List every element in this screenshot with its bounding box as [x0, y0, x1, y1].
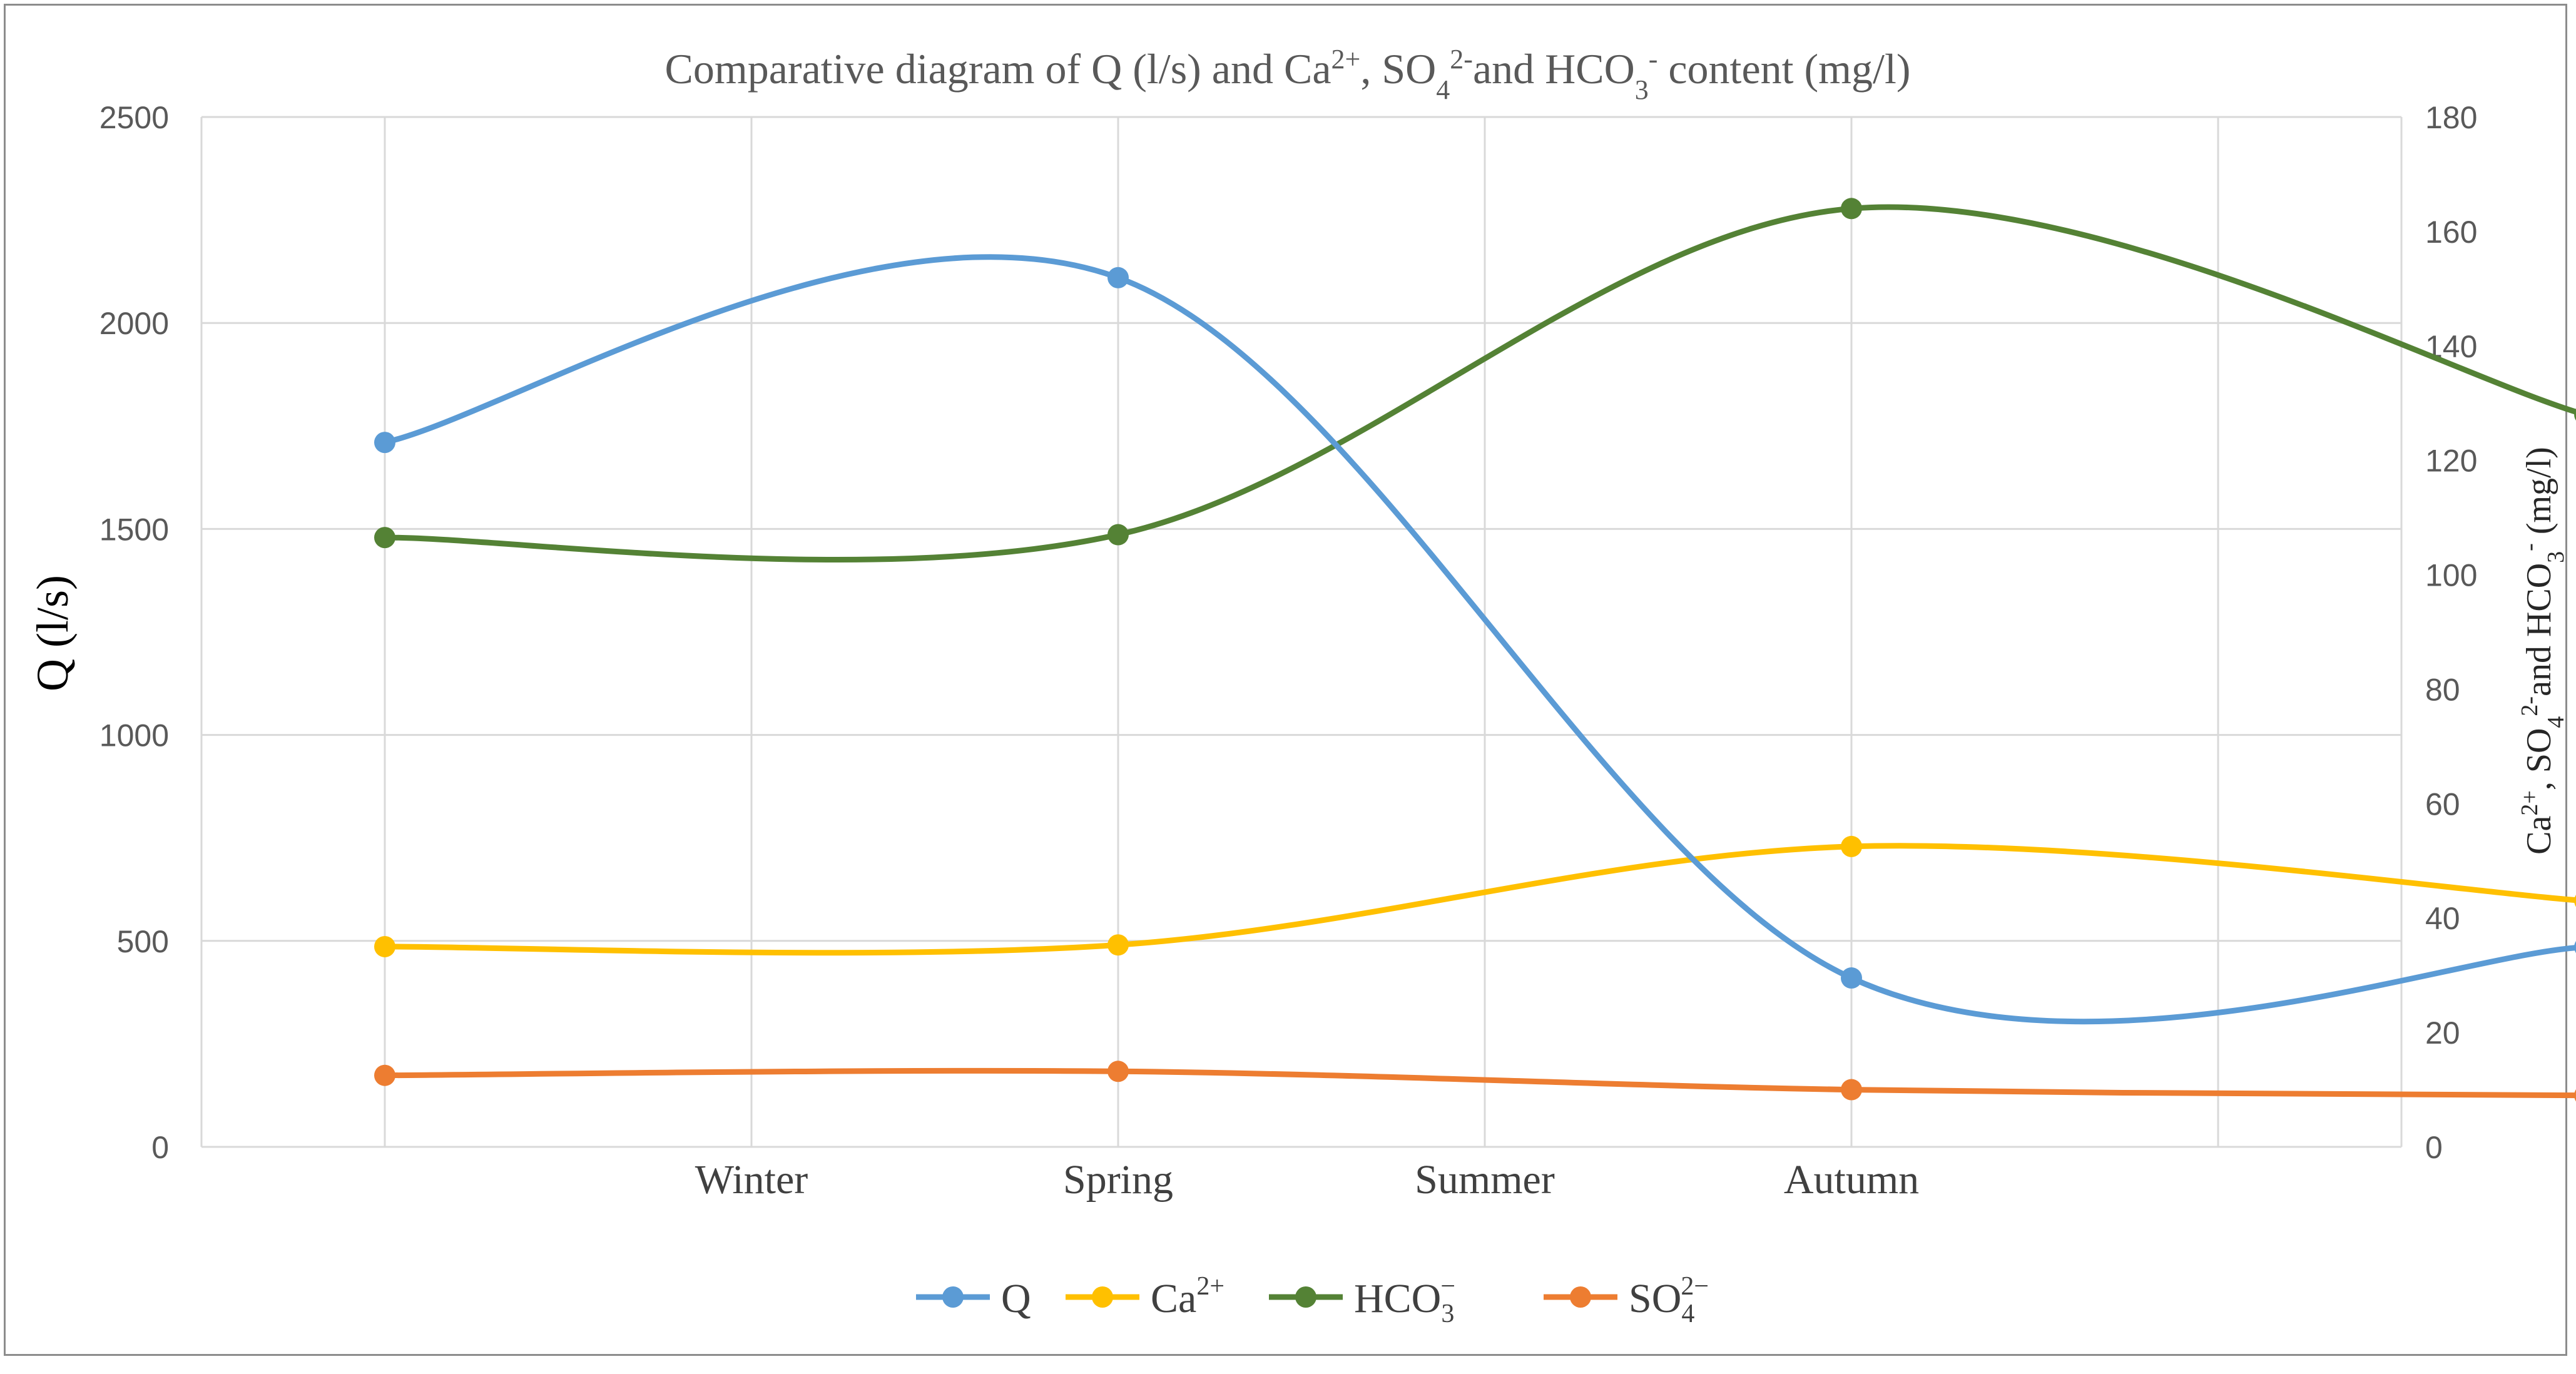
- x-tick-label-spring: Spring: [1063, 1157, 1173, 1203]
- data-point-so42-3: [2574, 1089, 2576, 1102]
- data-point-q-0: [374, 432, 395, 454]
- data-point-so42-1: [1107, 1061, 1129, 1082]
- legend-item-ca2: Ca2+: [1066, 1272, 1224, 1321]
- series-line-hco3: [382, 204, 2576, 563]
- data-point-ca2-1: [1107, 934, 1129, 956]
- legend-marker-q: [942, 1286, 964, 1308]
- y-right-tick-label: 120: [2425, 444, 2477, 479]
- chart-frame: [4, 4, 2567, 1356]
- y-left-axis-label: Q (l/s): [28, 575, 78, 691]
- series-line-ca2: [382, 843, 2576, 956]
- legend-label-ca2: Ca2+: [1151, 1272, 1224, 1321]
- data-point-q-2: [1841, 967, 1862, 989]
- legend-item-so42: SO42−: [1544, 1272, 1709, 1328]
- x-tick-label-autumn: Autumn: [1784, 1157, 1919, 1203]
- y-left-tick-label: 0: [151, 1130, 169, 1165]
- y-right-tick-label: 40: [2425, 901, 2460, 936]
- series-line-q: [382, 254, 2576, 1025]
- y-left-tick-label: 2500: [99, 100, 169, 135]
- chart-title: Comparative diagram of Q (l/s) and Ca2+,…: [665, 44, 1911, 105]
- data-point-hco3-0: [374, 527, 395, 549]
- y-right-tick-label: 160: [2425, 215, 2477, 250]
- x-tick-label-summer: Summer: [1415, 1157, 1555, 1203]
- y-left-tick-label: 1000: [99, 718, 169, 753]
- y-right-tick-label: 60: [2425, 786, 2460, 822]
- y-right-axis-label: Ca2+, SO42-and HCO3- (mg/l): [2517, 447, 2569, 855]
- axes: 0500100015002000250002040608010012014016…: [99, 100, 2478, 1203]
- data-point-ca2-3: [2574, 895, 2576, 907]
- data-point-hco3-2: [1841, 198, 1862, 220]
- data-point-ca2-2: [1841, 835, 1862, 857]
- y-right-tick-label: 20: [2425, 1015, 2460, 1051]
- legend: Q Ca2+ HCO3− SO42−: [916, 1272, 1709, 1328]
- y-right-tick-label: 180: [2425, 100, 2477, 135]
- x-tick-label-winter: Winter: [695, 1157, 808, 1203]
- legend-item-hco3: HCO3−: [1269, 1272, 1455, 1328]
- legend-label-so42: SO42−: [1629, 1272, 1709, 1328]
- data-point-ca2-0: [374, 935, 395, 957]
- gridlines: [201, 116, 2401, 1147]
- data-point-hco3-1: [1107, 524, 1129, 546]
- y-right-tick-label: 100: [2425, 558, 2477, 593]
- legend-label-q: Q: [1001, 1276, 1031, 1321]
- y-left-tick-label: 1500: [99, 512, 169, 547]
- y-left-tick-label: 2000: [99, 306, 169, 341]
- y-right-tick-label: 80: [2425, 672, 2460, 707]
- data-point-q-3: [2574, 941, 2576, 954]
- legend-label-hco3: HCO3−: [1354, 1272, 1455, 1328]
- series-line-so42: [382, 1067, 2576, 1099]
- data-point-hco3-3: [2574, 408, 2576, 421]
- data-point-q-1: [1107, 267, 1129, 288]
- data-point-so42-2: [1841, 1079, 1862, 1101]
- data-point-so42-0: [374, 1064, 395, 1086]
- y-left-tick-label: 500: [117, 924, 169, 959]
- y-right-tick-label: 0: [2425, 1130, 2443, 1165]
- legend-item-q: Q: [916, 1276, 1031, 1321]
- legend-marker-so42: [1570, 1286, 1591, 1308]
- legend-marker-ca2: [1092, 1286, 1113, 1308]
- series-layer: [374, 198, 2576, 1102]
- legend-marker-hco3: [1295, 1286, 1316, 1308]
